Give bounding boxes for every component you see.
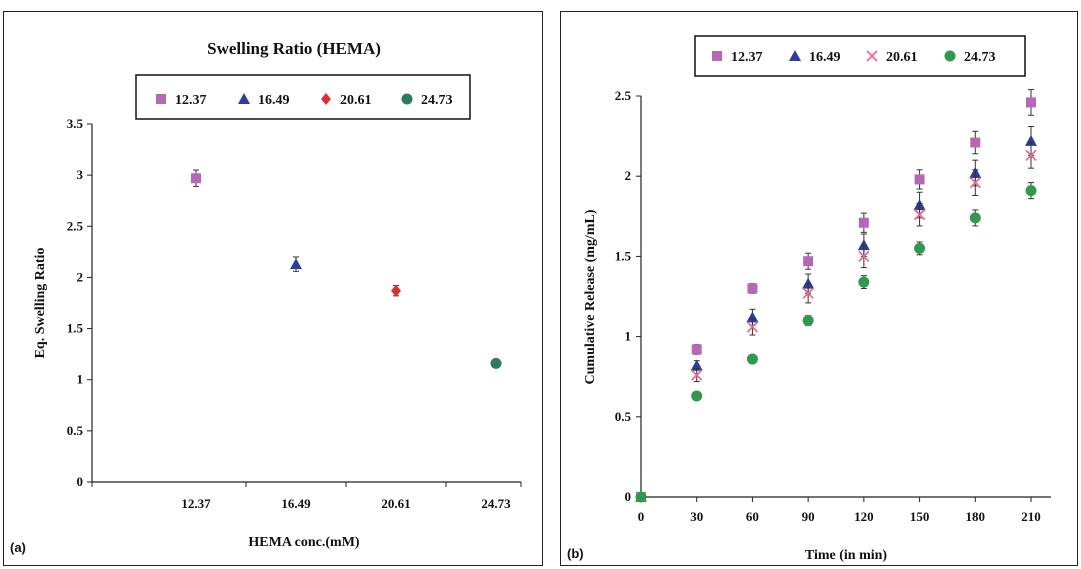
legend-label: 20.61 bbox=[886, 50, 918, 65]
legend-label: 16.49 bbox=[258, 93, 290, 108]
data-point-20.61 bbox=[391, 284, 401, 297]
legend-label: 24.73 bbox=[964, 50, 996, 65]
data-points bbox=[191, 169, 502, 369]
legend-label: 12.37 bbox=[731, 50, 763, 65]
y-tick-label: 0.5 bbox=[67, 423, 84, 438]
legend: 12.37 16.49 20.61 24.73 bbox=[712, 50, 996, 65]
y-tick-label: 1 bbox=[77, 372, 84, 387]
data-points bbox=[635, 89, 1037, 503]
y-tick-label: 0.5 bbox=[615, 409, 632, 424]
x-tick-label: 180 bbox=[966, 509, 986, 524]
y-ticks: 0 0.5 1 1.5 2 2.5 3 3.5 bbox=[67, 116, 92, 489]
legend-label: 20.61 bbox=[340, 93, 372, 108]
legend-marker bbox=[156, 94, 166, 104]
legend-marker bbox=[321, 93, 331, 105]
x-tick-label: 210 bbox=[1021, 509, 1041, 524]
data-point-12.37 bbox=[970, 137, 981, 148]
data-point-24.73 bbox=[858, 276, 870, 288]
legend-label: 16.49 bbox=[809, 50, 841, 65]
x-tick-label: 30 bbox=[690, 509, 703, 524]
data-point-24.73 bbox=[969, 212, 981, 224]
legend-marker bbox=[712, 51, 722, 61]
y-tick-label: 0 bbox=[625, 489, 632, 504]
y-tick-label: 1 bbox=[625, 329, 632, 344]
data-point-12.37 bbox=[191, 173, 201, 184]
y-tick-label: 2.5 bbox=[615, 88, 632, 103]
x-tick-label: 90 bbox=[802, 509, 815, 524]
y-tick-label: 2.5 bbox=[67, 218, 84, 233]
data-point-12.37 bbox=[914, 174, 925, 185]
data-point-12.37 bbox=[858, 217, 869, 228]
data-point-16.49 bbox=[1025, 134, 1037, 146]
data-point-20.61 bbox=[802, 287, 814, 299]
x-tick-label: 120 bbox=[854, 509, 874, 524]
x-axis-label: Time (in min) bbox=[805, 548, 888, 563]
x-tick-label: 24.73 bbox=[481, 496, 511, 511]
data-point-20.61 bbox=[746, 321, 759, 333]
data-point-12.37 bbox=[1026, 97, 1036, 108]
data-point-20.61 bbox=[913, 209, 926, 221]
x-tick-label: 16.49 bbox=[281, 496, 311, 511]
data-point-12.37 bbox=[747, 283, 758, 294]
legend-marker bbox=[789, 50, 801, 61]
data-point-20.61 bbox=[858, 250, 870, 263]
cumulative-release-chart: 12.37 16.49 20.61 24.73 0 0.5 1 1.5 2 2.5 0 30 60 9… bbox=[567, 35, 1051, 563]
legend-box bbox=[694, 35, 1026, 77]
chart-title: Swelling Ratio (HEMA) bbox=[207, 39, 381, 58]
data-point-20.61 bbox=[1025, 149, 1037, 161]
x-tick-label: 150 bbox=[910, 509, 930, 524]
x-tick-label: 20.61 bbox=[381, 496, 410, 511]
legend-marker bbox=[944, 50, 956, 62]
x-tick-label: 60 bbox=[746, 509, 759, 524]
legend-marker bbox=[866, 50, 878, 62]
data-point-24.73 bbox=[691, 390, 703, 402]
y-tick-label: 1.5 bbox=[615, 248, 632, 263]
legend-label: 24.73 bbox=[421, 93, 453, 108]
chart-panel-a: Swelling Ratio (HEMA) 12.37 16.49 20.61 24.… bbox=[3, 11, 543, 566]
panel-label: (a) bbox=[10, 540, 26, 555]
data-point-24.73 bbox=[914, 242, 926, 254]
y-tick-label: 1.5 bbox=[67, 321, 84, 336]
y-tick-label: 3 bbox=[77, 167, 84, 182]
y-tick-label: 0 bbox=[77, 474, 84, 489]
y-axis-label: Cumulative Release (mg/mL) bbox=[583, 209, 598, 384]
data-point-20.61 bbox=[691, 369, 703, 381]
x-tick-label: 12.37 bbox=[181, 496, 211, 511]
data-point-24.73 bbox=[802, 315, 814, 327]
legend-marker bbox=[401, 93, 413, 105]
legend: 12.37 16.49 20.61 24.73 bbox=[156, 93, 453, 108]
swelling-ratio-chart: Swelling Ratio (HEMA) 12.37 16.49 20.61 24.… bbox=[10, 39, 522, 555]
y-tick-label: 3.5 bbox=[67, 116, 84, 131]
x-ticks: 12.37 16.49 20.61 24.73 bbox=[91, 482, 522, 511]
data-point-16.49 bbox=[290, 258, 302, 270]
data-point-24.73 bbox=[635, 491, 647, 503]
panel-label: (b) bbox=[567, 546, 584, 561]
data-point-12.37 bbox=[691, 344, 702, 355]
legend-marker bbox=[238, 93, 250, 104]
data-point-24.73 bbox=[1025, 185, 1037, 197]
data-point-16.49 bbox=[746, 311, 759, 323]
legend-label: 12.37 bbox=[175, 93, 207, 108]
data-point-24.73 bbox=[746, 353, 758, 365]
legend-box bbox=[135, 74, 471, 120]
x-ticks: 0 30 60 90 120 150 180 210 bbox=[638, 497, 1041, 524]
data-point-20.61 bbox=[969, 176, 981, 189]
y-axis-label: Eq. Swelling Ratio bbox=[33, 248, 48, 359]
data-point-16.49 bbox=[690, 359, 703, 371]
y-tick-label: 2 bbox=[625, 168, 632, 183]
y-ticks: 0 0.5 1 1.5 2 2.5 bbox=[615, 88, 641, 504]
data-point-12.37 bbox=[803, 256, 814, 267]
data-point-24.73 bbox=[490, 357, 502, 369]
x-tick-label: 0 bbox=[638, 509, 645, 524]
chart-panel-b: 12.37 16.49 20.61 24.73 0 0.5 1 1.5 2 2.5 0 30 60 9… bbox=[560, 11, 1078, 566]
x-axis-label: HEMA conc.(mM) bbox=[248, 535, 360, 550]
y-tick-label: 2 bbox=[77, 269, 84, 284]
